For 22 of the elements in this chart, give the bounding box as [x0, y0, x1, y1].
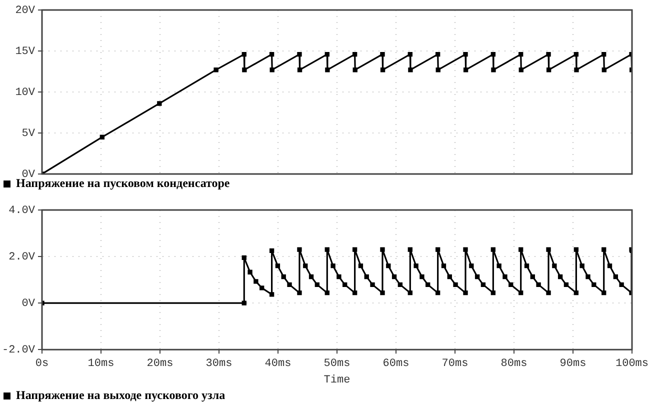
x-tick-label: 70ms: [442, 358, 468, 370]
y-tick-label: 20V: [15, 4, 36, 17]
y-tick-label: 4.0V: [8, 204, 36, 217]
y-tick-label: 10V: [15, 86, 36, 99]
x-tick-label: 40ms: [264, 358, 292, 370]
y-tick-label: -2.0V: [2, 344, 36, 357]
x-tick-label: 30ms: [206, 358, 232, 370]
y-tick-label: 0V: [22, 298, 36, 310]
y-tick-label: 2.0V: [8, 251, 36, 264]
x-tick-label: 90ms: [560, 358, 586, 370]
legend-label: Напряжение на пусковом конденсаторе: [16, 176, 230, 190]
y-tick-label: 15V: [15, 46, 36, 58]
x-tick-label: 20ms: [146, 358, 174, 370]
x-tick-label: 80ms: [500, 358, 528, 370]
x-tick-label: 100ms: [615, 358, 649, 370]
x-tick-label: 0s: [35, 358, 49, 370]
x-tick-label: 60ms: [382, 358, 410, 370]
y-tick-label: 5V: [22, 128, 36, 140]
legend-label: Напряжение на выходе пускового узла: [16, 388, 226, 402]
x-axis-title: Time: [324, 374, 350, 386]
x-tick-label: 10ms: [88, 358, 114, 370]
x-tick-label: 50ms: [324, 358, 350, 370]
